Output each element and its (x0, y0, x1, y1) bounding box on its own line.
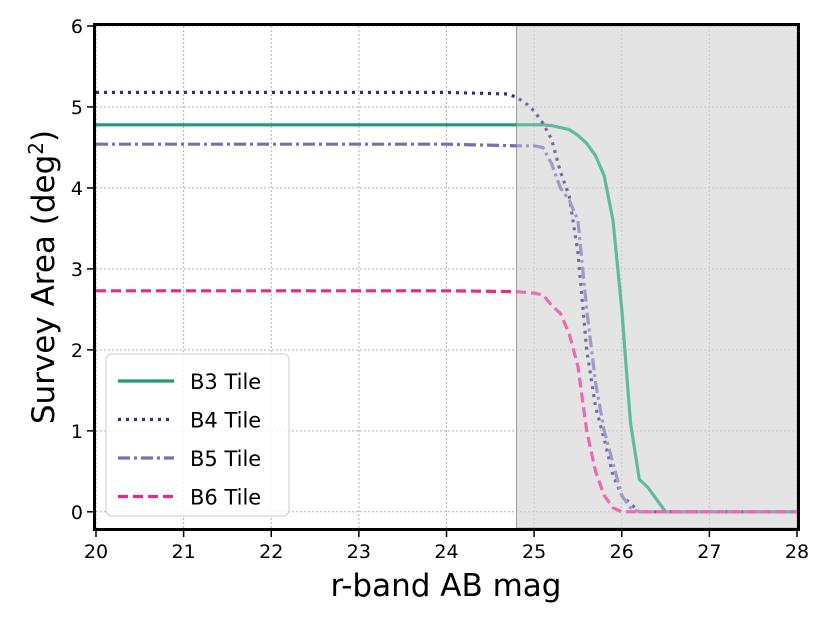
y-tick-label: 4 (71, 178, 83, 200)
x-tick-label: 27 (697, 541, 721, 563)
shaded-region-layer (516, 25, 798, 529)
shaded-region-overlay (516, 26, 797, 528)
x-tick-label: 22 (259, 541, 283, 563)
x-tick-label: 28 (785, 541, 809, 563)
y-tick-label: 0 (71, 502, 83, 524)
series-layer (96, 26, 797, 528)
plot-frame (93, 23, 800, 531)
y-tick-label: 6 (71, 16, 83, 38)
x-axis-title: r-band AB mag (330, 568, 561, 604)
y-axis-title: Survey Area (deg2) (24, 130, 62, 424)
y-tick-label: 3 (71, 259, 83, 281)
y-tick-label: 5 (71, 97, 83, 119)
legend-label-3: B3 Tile (190, 370, 261, 394)
x-tick-label: 26 (610, 541, 634, 563)
y-axis-title-close: ) (26, 130, 62, 142)
legend-entries: B3 Tile B4 Tile B5 Tile B6 Tile (118, 370, 261, 510)
shaded-region (516, 25, 798, 529)
x-tick-label: 25 (522, 541, 546, 563)
y-axis-title-superscript: 2 (24, 142, 48, 155)
series-line-6 (96, 289, 797, 514)
x-tick-label: 24 (434, 541, 458, 563)
y-tick-label: 2 (71, 340, 83, 362)
legend-label-6: B6 Tile (190, 486, 261, 510)
y-axis-title-main: Survey Area (deg (26, 155, 62, 424)
y-tick-label: 1 (71, 421, 83, 443)
series-line-3 (96, 123, 797, 514)
legend-box (105, 353, 290, 517)
x-tick-label: 20 (84, 541, 108, 563)
x-tick-label: 21 (172, 541, 196, 563)
legend-label-5: B5 Tile (190, 447, 261, 471)
legend-label-4: B4 Tile (190, 409, 261, 433)
x-tick-label: 23 (347, 541, 371, 563)
series-line-5 (96, 142, 797, 514)
legend: B3 Tile B4 Tile B5 Tile B6 Tile (105, 353, 290, 517)
